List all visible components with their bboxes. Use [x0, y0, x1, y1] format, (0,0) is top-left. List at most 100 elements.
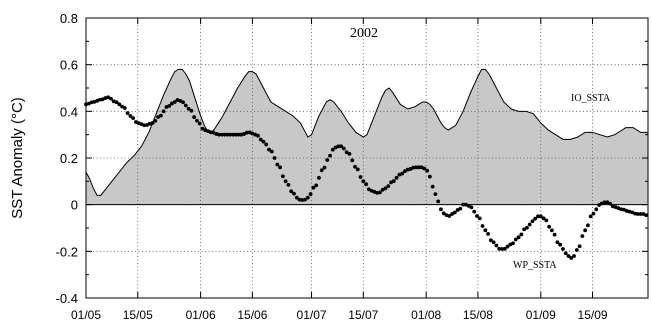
wp-ssta-point-49 — [219, 132, 224, 137]
wp-ssta-point-175 — [569, 256, 574, 260]
wp-ssta-point-155 — [513, 237, 518, 242]
wp-ssta-point-114 — [400, 171, 405, 176]
wp-ssta-point-144 — [483, 228, 488, 233]
wp-ssta-point-94 — [344, 150, 349, 155]
wp-ssta-point-52 — [228, 132, 233, 137]
wp-ssta-point-152 — [505, 244, 510, 249]
wp-ssta-point-171 — [558, 242, 563, 247]
wp-ssta-point-35 — [181, 100, 185, 105]
y-axis-label: SST Anomaly (°C) — [9, 97, 26, 219]
wp-ssta-point-58 — [244, 130, 249, 135]
x-tick-label-1: 15/05 — [123, 308, 153, 322]
wp-ssta-point-199 — [635, 212, 640, 216]
wp-ssta-point-64 — [261, 139, 266, 144]
wp-ssta-point-99 — [358, 175, 363, 179]
wp-ssta-point-80 — [305, 195, 310, 200]
wp-ssta-point-86 — [322, 165, 327, 170]
wp-ssta-point-41 — [197, 121, 202, 126]
wp-ssta-point-89 — [330, 147, 335, 152]
wp-ssta-point-189 — [608, 201, 612, 206]
wp-ssta-point-111 — [391, 179, 396, 183]
wp-ssta-point-154 — [511, 241, 515, 246]
wp-ssta-point-50 — [222, 132, 227, 137]
wp-ssta-point-91 — [336, 144, 341, 149]
wp-ssta-point-69 — [275, 162, 280, 167]
wp-ssta-point-167 — [547, 224, 551, 229]
wp-ssta-point-88 — [328, 153, 332, 158]
wp-ssta-point-70 — [278, 165, 283, 170]
wp-ssta-point-163 — [536, 214, 540, 219]
wp-ssta-point-185 — [597, 203, 601, 207]
wp-ssta-point-54 — [233, 132, 238, 137]
wp-ssta-point-122 — [422, 166, 427, 171]
wp-ssta-point-83 — [314, 183, 319, 188]
wp-ssta-point-97 — [353, 164, 357, 169]
wp-ssta-point-151 — [502, 246, 507, 251]
wp-ssta-point-180 — [583, 228, 588, 233]
wp-ssta-point-66 — [267, 147, 271, 152]
wp-ssta-point-173 — [563, 251, 568, 256]
wp-ssta-point-98 — [355, 167, 360, 172]
x-tick-label-6: 01/08 — [411, 308, 441, 322]
axis-ticks — [85, 17, 648, 299]
wp-ssta-point-84 — [317, 175, 321, 180]
wp-ssta-point-13 — [120, 104, 124, 109]
wp-ssta-point-157 — [519, 232, 524, 237]
x-tick-label-4: 01/07 — [297, 308, 327, 322]
io-ssta-label: IO_SSTA — [571, 93, 611, 104]
wp-ssta-point-123 — [425, 168, 429, 173]
wp-ssta-point-24 — [150, 121, 155, 125]
wp-ssta-point-38 — [189, 108, 194, 113]
wp-ssta-point-39 — [192, 115, 197, 119]
wp-ssta-point-9 — [109, 96, 113, 101]
y-tick-label-2: 0.4 — [60, 104, 78, 119]
wp-ssta-point-12 — [117, 102, 122, 107]
wp-ssta-point-75 — [292, 191, 296, 196]
wp-ssta-point-158 — [522, 227, 527, 232]
wp-ssta-point-160 — [527, 222, 532, 227]
wp-ssta-point-131 — [447, 214, 452, 218]
wp-ssta-point-53 — [231, 132, 235, 137]
wp-ssta-point-128 — [439, 207, 443, 212]
wp-ssta-point-17 — [131, 116, 136, 121]
wp-ssta-point-120 — [416, 165, 421, 170]
wp-ssta-point-118 — [411, 165, 416, 170]
wp-ssta-point-100 — [361, 179, 366, 184]
y-tick-label-5: -0.2 — [56, 244, 78, 259]
wp-ssta-point-51 — [225, 132, 230, 137]
wp-ssta-point-79 — [303, 197, 307, 202]
wp-ssta-point-37 — [186, 106, 191, 111]
wp-ssta-point-32 — [172, 100, 177, 104]
wp-ssta-point-164 — [538, 214, 543, 219]
io-ssta-fill-area — [86, 69, 648, 205]
wp-ssta-point-183 — [591, 211, 596, 216]
wp-ssta-point-138 — [466, 203, 471, 208]
series-layer — [84, 68, 649, 260]
wp-ssta-point-174 — [566, 254, 571, 258]
wp-ssta-point-119 — [414, 165, 418, 170]
wp-ssta-point-78 — [300, 198, 305, 202]
wp-ssta-point-16 — [128, 114, 133, 118]
series-labels: IO_SSTA WP_SSTA — [513, 93, 611, 271]
wp-ssta-point-72 — [283, 179, 288, 184]
y-tick-label-4: 0 — [71, 198, 78, 213]
wp-ssta-point-141 — [475, 214, 479, 218]
wp-ssta-point-133 — [452, 210, 457, 215]
wp-ssta-point-11 — [114, 100, 119, 105]
wp-ssta-point-129 — [441, 211, 446, 216]
wp-ssta-point-93 — [341, 146, 346, 151]
wp-ssta-point-172 — [561, 247, 565, 251]
wp-ssta-point-21 — [142, 123, 147, 128]
wp-ssta-point-112 — [394, 175, 399, 180]
wp-ssta-point-136 — [461, 202, 466, 207]
wp-ssta-point-178 — [577, 244, 582, 249]
wp-ssta-point-106 — [378, 190, 382, 195]
wp-ssta-point-127 — [436, 199, 441, 204]
wp-ssta-point-181 — [586, 223, 590, 228]
wp-ssta-point-139 — [469, 205, 474, 210]
wp-ssta-point-92 — [339, 144, 344, 149]
wp-ssta-point-96 — [350, 158, 355, 163]
wp-ssta-point-48 — [217, 132, 222, 137]
y-tick-label-0: 0.8 — [60, 11, 78, 26]
x-tick-label-3: 15/06 — [237, 308, 267, 322]
